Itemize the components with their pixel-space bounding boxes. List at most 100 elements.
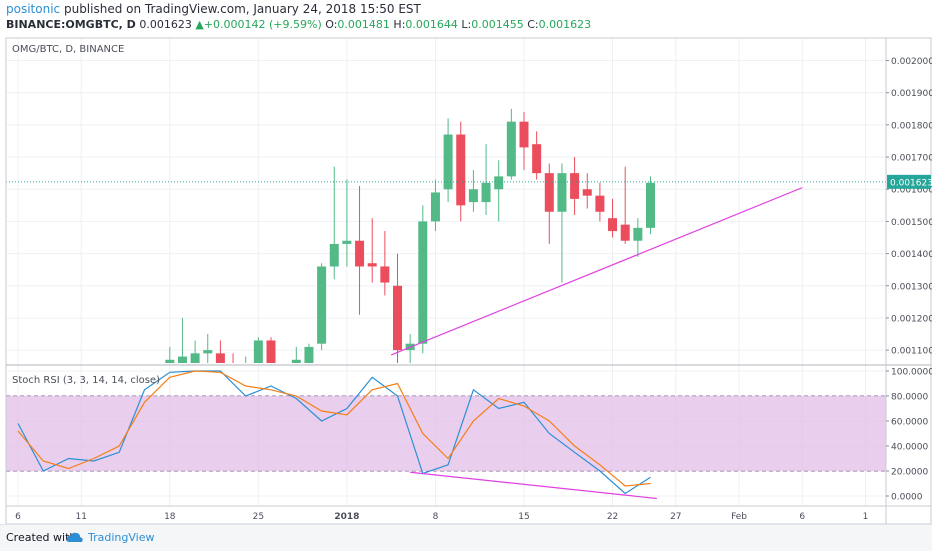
published-text: published on TradingView.com, January 24…	[63, 2, 421, 16]
candle-body	[633, 227, 643, 241]
rsi-tick-label-0: 0.0000	[891, 493, 923, 503]
x-tick-label-3: 25	[253, 512, 264, 522]
candle-26	[494, 160, 504, 222]
x-tick-label-4: 2018	[334, 512, 359, 522]
y-tick-label-9: 0.002000	[891, 57, 932, 67]
candle-6	[245, 356, 247, 363]
candle-body	[367, 263, 377, 267]
candle-1	[177, 317, 187, 363]
candle-body	[380, 266, 390, 283]
candle-0	[165, 346, 175, 363]
x-tick-label-6: 15	[518, 512, 529, 522]
candle-23	[456, 121, 466, 222]
candle-10	[291, 346, 301, 363]
y-tick-label-7: 0.001800	[891, 121, 932, 131]
symbol-label: BINANCE:OMGBTC, D	[6, 18, 136, 31]
candle-body	[481, 182, 491, 203]
last-price: 0.001623	[139, 18, 192, 31]
x-tick-label-10: 6	[799, 512, 805, 522]
candle-32	[570, 157, 580, 215]
current-price-tag	[887, 174, 931, 189]
candles	[165, 108, 655, 363]
candle-21	[430, 179, 440, 232]
author-link[interactable]: positonic	[6, 2, 61, 16]
candle-body	[544, 173, 554, 212]
candle-14	[342, 179, 352, 267]
candle-body	[304, 346, 314, 363]
high-value: 0.001644	[405, 18, 458, 31]
publish-header: positonic published on TradingView.com, …	[6, 2, 421, 16]
chart-area[interactable]: 0.001100 0.001200 0.001300 0.001400 0.001500…	[0, 36, 932, 524]
candle-body	[418, 221, 428, 344]
candle-4	[215, 340, 225, 363]
rsi-line-K	[17, 370, 651, 495]
candle-35	[608, 198, 618, 238]
candle-body	[494, 176, 504, 190]
rsi-line-D	[17, 370, 651, 487]
candle-body	[506, 121, 516, 177]
candle-body	[253, 340, 263, 363]
candle-25	[481, 144, 491, 215]
candle-16	[367, 218, 377, 283]
candle-body	[570, 173, 580, 199]
candle-5	[232, 353, 234, 363]
y-tick-label-8: 0.001900	[891, 89, 932, 99]
candle-8	[266, 337, 276, 363]
x-tick-label-11: 1	[863, 512, 869, 522]
price-change: +0.000142 (+9.59%)	[203, 18, 322, 31]
tradingview-link[interactable]: TradingView	[88, 531, 155, 544]
x-tick-label-7: 22	[607, 512, 618, 522]
rsi-tick-label-5: 100.0000	[891, 368, 932, 378]
candle-37	[633, 218, 643, 257]
rsi-tick-label-3: 60.0000	[891, 418, 928, 428]
candle-body	[443, 134, 453, 190]
x-tick-label-1: 11	[76, 512, 87, 522]
current-price-label: 0.001623	[890, 178, 932, 188]
open-value: 0.001481	[337, 18, 390, 31]
candle-18	[393, 253, 402, 363]
candle-body	[608, 218, 618, 232]
y-tick-label-3: 0.001400	[891, 250, 932, 260]
candle-38	[646, 176, 655, 235]
rsi-pane-title: Stoch RSI (3, 3, 14, 14, close)	[12, 375, 160, 386]
y-tick-label-1: 0.001200	[891, 314, 932, 324]
candle-body	[557, 173, 567, 212]
tradingview-cloud-icon	[66, 532, 83, 542]
axes: 0.001100 0.001200 0.001300 0.001400 0.001500…	[5, 37, 932, 524]
chart-border	[5, 37, 932, 524]
close-value: 0.001623	[538, 18, 592, 31]
candle-body	[620, 224, 630, 241]
candle-body	[177, 356, 187, 363]
candle-20	[418, 205, 428, 354]
y-tick-label-6: 0.001700	[891, 154, 932, 164]
candle-body	[582, 189, 592, 196]
x-tick-label-9: Feb	[731, 512, 747, 522]
rsi-divergence-line	[410, 471, 657, 500]
y-tick-label-4: 0.001500	[891, 218, 932, 228]
candle-body	[190, 353, 200, 363]
candle-body	[291, 359, 301, 363]
candle-body	[456, 134, 466, 206]
x-tick-label-0: 6	[15, 512, 21, 522]
candle-22	[443, 118, 453, 203]
footer: Created with TradingView	[0, 524, 932, 551]
candle-12	[317, 263, 327, 351]
candle-7	[253, 337, 263, 363]
rsi-tick-label-4: 80.0000	[891, 393, 928, 403]
candle-24	[468, 169, 478, 212]
indicator-lines	[6, 181, 886, 500]
candle-27	[506, 108, 516, 180]
candle-28	[519, 112, 529, 170]
low-value: 0.001455	[471, 18, 524, 31]
x-tick-label-5: 8	[433, 512, 439, 522]
rsi-tick-label-2: 40.0000	[891, 443, 928, 453]
candle-body	[393, 285, 402, 351]
up-arrow-icon: ▲	[195, 18, 204, 31]
candle-body	[468, 189, 478, 203]
created-with-text: Created with	[6, 531, 77, 544]
candle-body	[165, 359, 175, 363]
rsi-series	[17, 370, 651, 495]
high-label: H:	[393, 18, 406, 31]
candle-15	[355, 186, 365, 315]
candle-body	[266, 340, 276, 363]
